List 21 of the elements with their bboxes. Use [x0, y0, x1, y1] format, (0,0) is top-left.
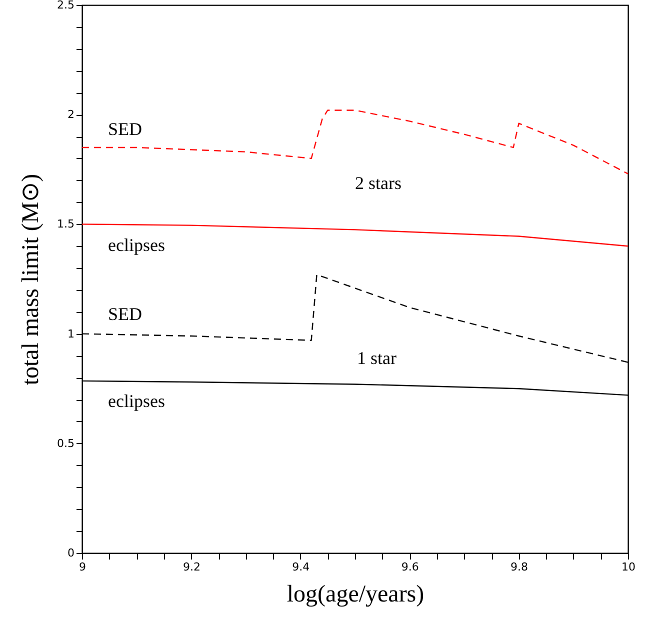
x-tick-label: 9.2	[182, 560, 200, 574]
annotation: 1 star	[357, 348, 396, 368]
x-tick-label: 9	[79, 560, 86, 574]
y-tick-label: 0.5	[57, 436, 74, 450]
annotation: 2 stars	[355, 173, 402, 193]
x-axis-title: log(age/years)	[286, 582, 424, 608]
annotation: eclipses	[108, 235, 165, 255]
y-tick-label: 1.5	[57, 218, 74, 231]
annotation: SED	[108, 304, 142, 324]
y-tick-label: 0	[68, 546, 74, 560]
x-tick-label: 9.8	[510, 560, 528, 574]
x-tick-label: 9.4	[292, 560, 310, 574]
x-tick-label: 9.6	[401, 560, 419, 574]
annotation: SED	[108, 119, 142, 139]
y-tick-label: 2	[68, 108, 74, 122]
y-axis-title: total mass limit (M⊙)	[18, 174, 44, 386]
y-tick-label: 1	[68, 327, 74, 340]
y-tick-label: 2.5	[57, 0, 74, 12]
line-series	[81, 110, 629, 174]
annotation: eclipses	[108, 391, 165, 411]
x-tick-label: 10	[622, 560, 636, 574]
